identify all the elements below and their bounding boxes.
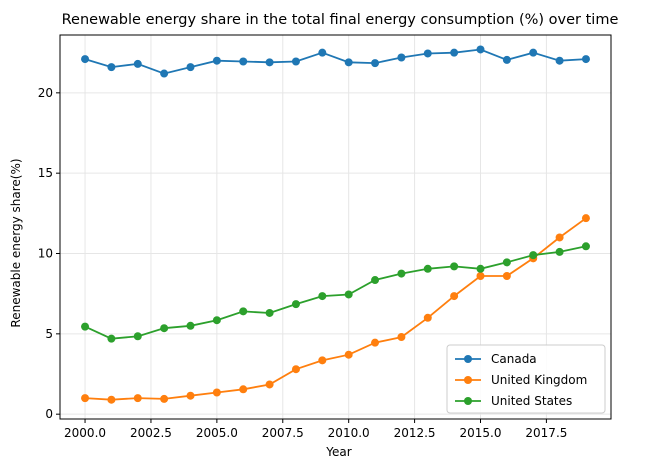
- data-point-canada: [476, 45, 485, 54]
- data-point-canada: [529, 48, 538, 57]
- data-point-united-kingdom: [397, 333, 406, 342]
- data-point-united-kingdom: [318, 356, 327, 365]
- series-line-canada: [84, 48, 587, 75]
- data-point-united-states: [81, 322, 90, 331]
- data-point-united-states: [212, 316, 221, 325]
- chart-title: Renewable energy share in the total fina…: [62, 12, 619, 28]
- data-point-canada: [344, 58, 353, 67]
- legend-label: Canada: [491, 352, 537, 366]
- data-point-united-states: [160, 324, 169, 333]
- x-tick-label: 2017.5: [525, 426, 567, 440]
- data-point-canada: [81, 55, 90, 64]
- legend-swatch-marker: [464, 397, 472, 405]
- series-line-united-kingdom: [84, 217, 587, 401]
- data-point-united-states: [371, 276, 380, 285]
- data-point-united-kingdom: [450, 292, 459, 301]
- data-point-canada: [212, 56, 221, 65]
- data-point-united-kingdom: [291, 365, 300, 374]
- data-point-united-states: [476, 264, 485, 273]
- y-axis-label: Renewable energy share(%): [9, 158, 23, 327]
- data-point-canada: [423, 49, 432, 58]
- data-point-united-states: [344, 290, 353, 299]
- y-axis-ticks: 0 5 10 15 20: [38, 86, 60, 421]
- data-point-canada: [555, 56, 564, 65]
- data-point-canada: [265, 58, 274, 67]
- data-point-canada: [239, 57, 248, 66]
- legend-item: United Kingdom: [455, 373, 587, 387]
- data-point-united-states: [502, 258, 511, 267]
- y-tick-label: 10: [38, 247, 53, 261]
- data-point-united-states: [265, 308, 274, 317]
- data-point-united-states: [133, 332, 142, 341]
- x-tick-label: 2007.5: [262, 426, 304, 440]
- y-tick-label: 20: [38, 86, 53, 100]
- data-point-united-states: [318, 292, 327, 301]
- grid-lines: [60, 35, 611, 419]
- x-tick-label: 2000.0: [64, 426, 106, 440]
- y-tick-label: 5: [45, 327, 53, 341]
- data-point-united-states: [397, 269, 406, 278]
- data-series: [81, 45, 590, 404]
- data-point-canada: [133, 59, 142, 68]
- data-point-united-kingdom: [555, 233, 564, 242]
- data-point-united-kingdom: [81, 394, 90, 403]
- x-axis-ticks: 2000.0 2002.5 2005.0 2007.5 2010.0 2012.5 2015…: [64, 419, 567, 440]
- x-tick-label: 2015.0: [460, 426, 502, 440]
- legend-label: United Kingdom: [491, 373, 587, 387]
- data-point-united-kingdom: [160, 394, 169, 403]
- data-point-united-kingdom: [212, 388, 221, 397]
- data-point-united-kingdom: [265, 380, 274, 389]
- data-point-united-states: [555, 247, 564, 256]
- data-point-canada: [318, 48, 327, 57]
- legend-item: Canada: [455, 352, 537, 366]
- x-axis-label: Year: [325, 445, 351, 459]
- data-point-united-kingdom: [344, 350, 353, 359]
- legend-label: United States: [491, 394, 572, 408]
- data-point-canada: [450, 48, 459, 57]
- data-point-united-kingdom: [502, 272, 511, 281]
- x-tick-label: 2012.5: [394, 426, 436, 440]
- data-point-canada: [107, 63, 116, 72]
- y-tick-label: 0: [45, 407, 53, 421]
- x-tick-label: 2002.5: [130, 426, 172, 440]
- data-point-united-kingdom: [581, 214, 590, 223]
- x-tick-label: 2005.0: [196, 426, 238, 440]
- data-point-united-states: [450, 262, 459, 271]
- data-point-united-kingdom: [239, 385, 248, 394]
- data-point-united-states: [186, 321, 195, 330]
- legend: Canada United Kingdom United States: [446, 344, 606, 414]
- data-point-canada: [291, 57, 300, 66]
- data-point-united-kingdom: [371, 338, 380, 347]
- plot-frame: [59, 34, 612, 420]
- data-point-canada: [186, 63, 195, 72]
- data-point-united-states: [291, 300, 300, 309]
- data-point-canada: [371, 59, 380, 68]
- data-point-united-states: [107, 334, 116, 343]
- series-canada: [81, 45, 590, 78]
- data-point-united-states: [239, 307, 248, 316]
- data-point-united-kingdom: [186, 391, 195, 400]
- series-united-states: [81, 242, 590, 343]
- data-point-united-kingdom: [423, 313, 432, 322]
- data-point-united-kingdom: [133, 394, 142, 403]
- y-tick-label: 15: [38, 166, 53, 180]
- data-point-canada: [160, 69, 169, 78]
- data-point-canada: [397, 53, 406, 62]
- data-point-united-kingdom: [476, 272, 485, 281]
- data-point-united-kingdom: [107, 395, 116, 404]
- data-point-united-states: [529, 251, 538, 260]
- data-point-united-states: [581, 242, 590, 251]
- series-line-united-states: [84, 245, 587, 340]
- x-tick-label: 2010.0: [328, 426, 370, 440]
- legend-swatch-marker: [464, 355, 472, 363]
- data-point-canada: [581, 55, 590, 64]
- data-point-canada: [502, 55, 511, 64]
- data-point-united-states: [423, 264, 432, 273]
- legend-swatch-marker: [464, 376, 472, 384]
- legend-box: [446, 344, 606, 414]
- legend-item: United States: [455, 394, 572, 408]
